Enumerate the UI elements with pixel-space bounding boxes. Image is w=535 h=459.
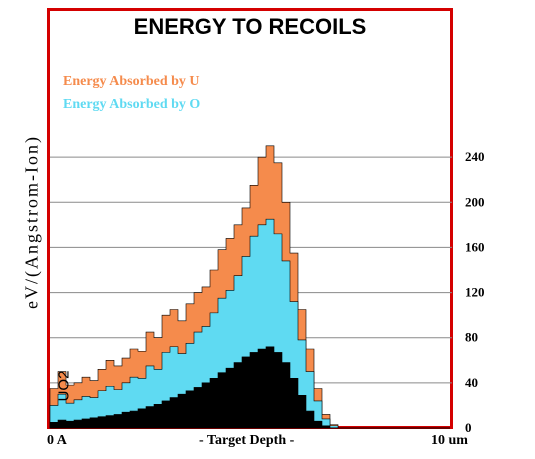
y-tick-label: 240 [465,149,485,164]
compound-label: UO2 [55,370,73,402]
y-tick-label: 120 [465,285,485,300]
legend-entry-u: Energy Absorbed by U [63,74,200,89]
y-tick-label: 0 [465,420,472,435]
y-tick-label: 40 [465,375,478,390]
x-axis-label: - Target Depth - [199,433,295,448]
x-tick-label-start: 0 A [47,433,67,448]
y-tick-label: 200 [465,194,485,209]
legend-entry-o: Energy Absorbed by O [63,97,201,112]
chart-title: ENERGY TO RECOILS [133,14,367,39]
area-layers [49,145,450,429]
y-axis-label: eV/(Angstrom-Ion) [21,135,42,309]
y-tick-label: 160 [465,239,485,254]
y-tick-label: 80 [465,330,478,345]
y-tick-labels: 0 40 80 120 160 200 240 [465,149,485,435]
x-tick-label-end: 10 um [431,433,468,448]
